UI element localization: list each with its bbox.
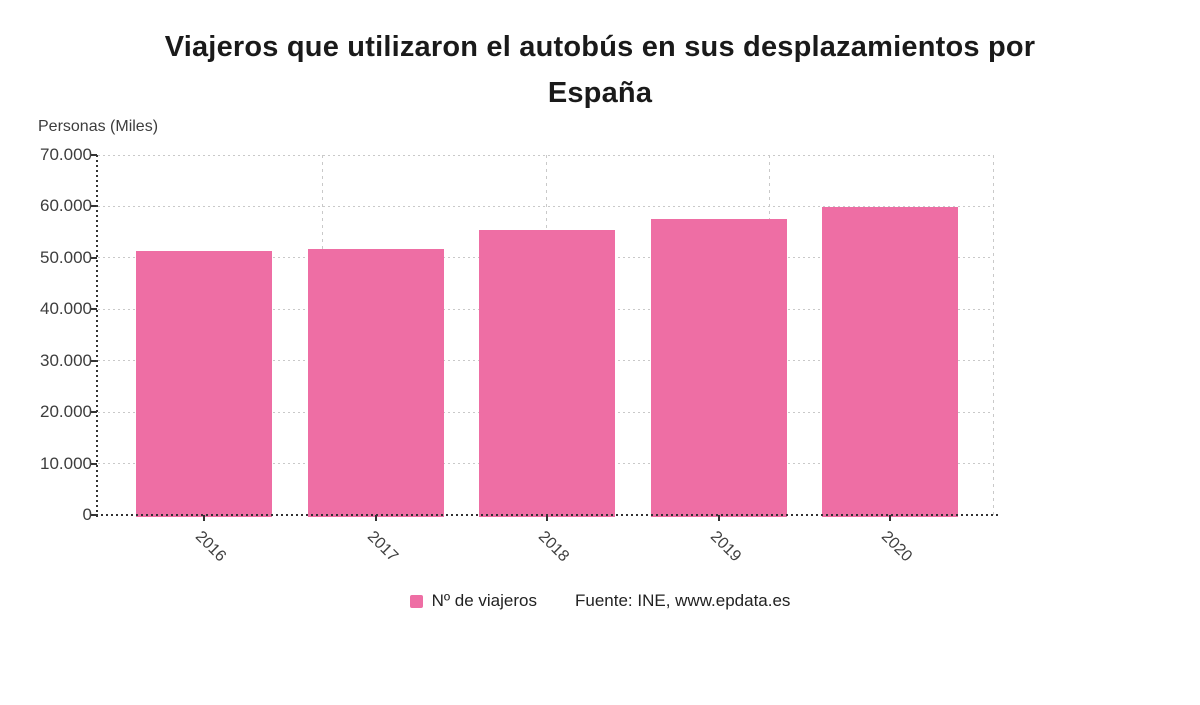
x-tick-mark <box>374 515 377 521</box>
y-tick-label: 10.000 <box>40 453 92 473</box>
y-tick-label: 20.000 <box>40 402 92 422</box>
y-axis-line <box>96 155 98 517</box>
bar-2019 <box>650 219 787 517</box>
legend-item: Nº de viajeros <box>409 591 537 611</box>
x-tick-label: 2019 <box>706 528 744 566</box>
bar-2016 <box>136 251 272 517</box>
y-tick-mark <box>91 462 97 465</box>
page-title-line1: Viajeros que utilizaron el autobús en su… <box>164 31 1036 63</box>
x-gridline <box>993 155 994 515</box>
y-tick-mark <box>91 514 97 516</box>
page-title: Viajeros que utilizaron el autobús en su… <box>0 24 1200 116</box>
x-tick-label: 2016 <box>191 528 230 566</box>
bar-2018 <box>479 229 615 517</box>
bar-2020 <box>822 207 958 517</box>
legend-swatch-icon <box>409 594 423 608</box>
y-axis-unit-label: Personas (Miles) <box>38 118 159 135</box>
y-tick-label: 30.000 <box>40 350 92 370</box>
x-axis-line <box>96 514 1000 516</box>
y-tick-mark <box>91 205 97 208</box>
y-tick-label: 50.000 <box>40 247 92 267</box>
x-tick-mark <box>203 515 205 521</box>
x-tick-mark <box>717 515 720 521</box>
bar-2017 <box>307 249 444 517</box>
y-tick-mark <box>91 308 97 311</box>
legend-row: Nº de viajeros Fuente: INE, www.epdata.e… <box>0 591 1200 611</box>
y-tick-label: 70.000 <box>40 145 92 164</box>
x-tick-mark <box>889 515 891 521</box>
y-tick-mark <box>91 256 97 259</box>
y-tick-label: 0 <box>82 505 92 524</box>
x-tick-label: 2018 <box>534 528 573 566</box>
y-tick-mark <box>91 411 97 414</box>
x-tick-label: 2017 <box>363 528 401 566</box>
y-tick-mark <box>91 359 97 362</box>
y-tick-label: 40.000 <box>40 299 92 319</box>
y-tick-label: 60.000 <box>40 196 92 216</box>
source-text: Fuente: INE, www.epdata.es <box>574 591 791 610</box>
x-tick-label: 2020 <box>877 528 916 566</box>
x-tick-mark <box>546 515 548 521</box>
legend-label: Nº de viajeros <box>431 591 537 610</box>
page-title-line2: España <box>547 77 653 109</box>
y-tick-mark <box>91 154 97 156</box>
